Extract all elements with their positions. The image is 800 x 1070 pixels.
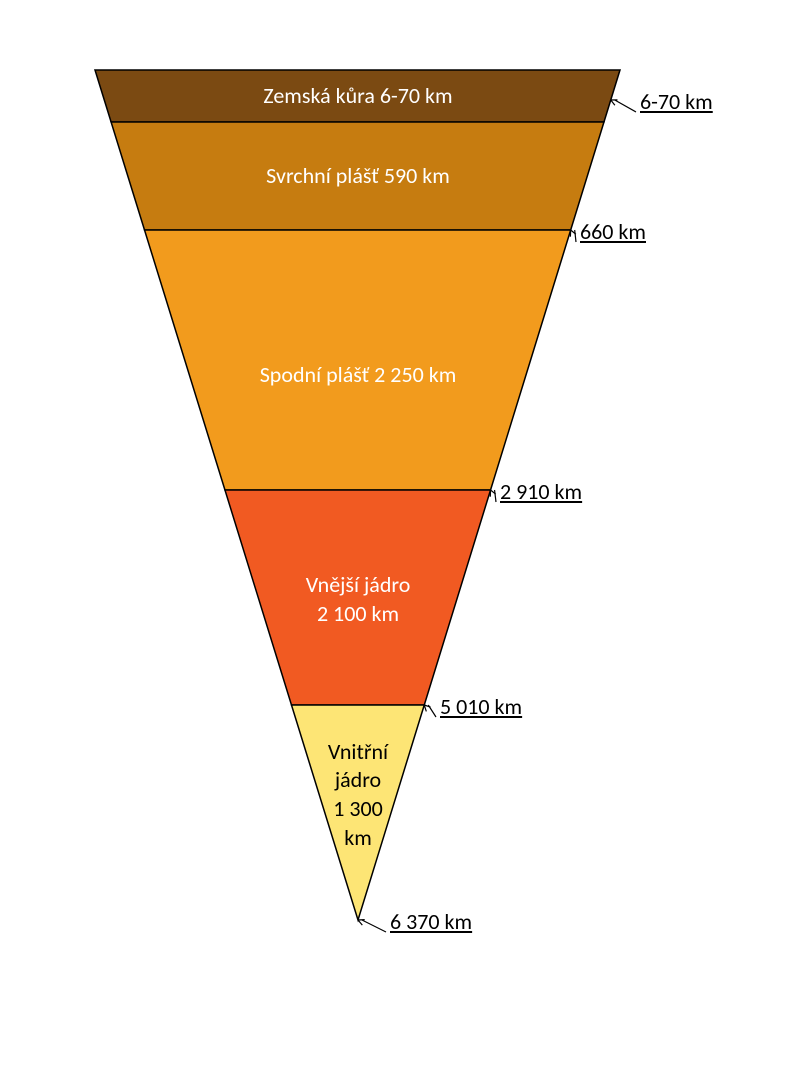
- depth-6370-label: 6 370 km: [390, 908, 472, 935]
- depth-6-70-label: 6-70 km: [640, 88, 713, 115]
- label-zemska-kura: Zemská kůra 6-70 km: [208, 82, 508, 111]
- arrow-depth-660: [575, 230, 576, 242]
- label-vnejsi-jadro: Vnější jádro 2 100 km: [208, 571, 508, 628]
- depth-660-label: 660 km: [580, 218, 646, 245]
- arrow-depth-2910: [495, 490, 496, 502]
- label-spodni-plast: Spodní plášť 2 250 km: [208, 361, 508, 390]
- label-svrchni-plast: Svrchní plášť 590 km: [208, 162, 508, 191]
- depth-2910-label: 2 910 km: [500, 478, 582, 505]
- depth-5010-label: 5 010 km: [440, 693, 522, 720]
- arrow-depth-6370: [362, 920, 386, 932]
- label-vnitrni-jadro: Vnitřní jádro 1 300 km: [208, 738, 508, 852]
- arrow-depth-6-70: [615, 100, 636, 112]
